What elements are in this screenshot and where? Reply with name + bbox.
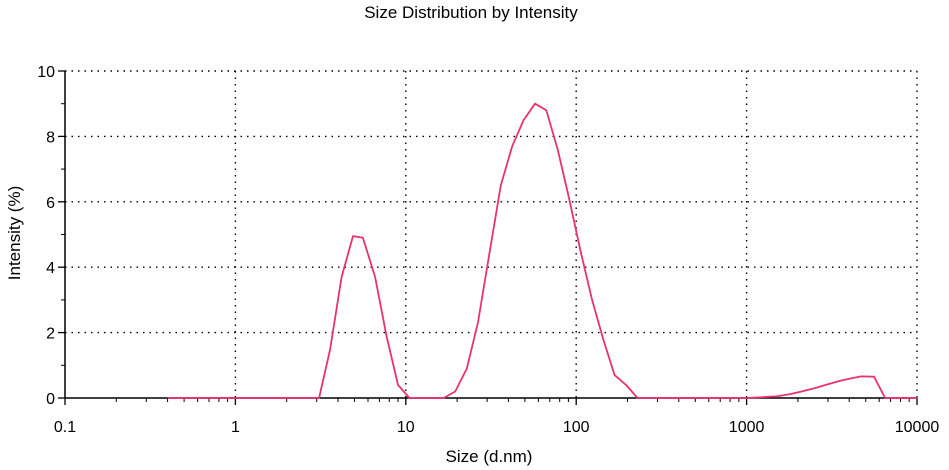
y-tick-label: 10 bbox=[37, 64, 55, 81]
y-axis-label: Intensity (%) bbox=[5, 186, 24, 280]
y-tick-label: 8 bbox=[46, 129, 55, 146]
x-ticks: 0.1 1 10 100 1000 10000 bbox=[54, 398, 939, 436]
chart-title: Size Distribution by Intensity bbox=[364, 3, 578, 22]
series-group bbox=[167, 102, 917, 399]
gridlines bbox=[65, 70, 918, 398]
y-tick-label: 4 bbox=[46, 260, 55, 277]
y-tick-label: 2 bbox=[46, 326, 55, 343]
series-line bbox=[167, 102, 917, 399]
x-tick-label: 0.1 bbox=[54, 419, 76, 436]
y-tick-label: 6 bbox=[46, 195, 55, 212]
x-tick-label: 10 bbox=[397, 419, 415, 436]
x-tick-label: 100 bbox=[563, 419, 590, 436]
x-tick-label: 1 bbox=[231, 419, 240, 436]
y-ticks: 0 2 4 6 8 10 bbox=[37, 64, 65, 408]
y-tick-label: 0 bbox=[46, 391, 55, 408]
x-tick-label: 10000 bbox=[895, 419, 940, 436]
x-tick-label: 1000 bbox=[729, 419, 765, 436]
x-axis-label: Size (d.nm) bbox=[446, 447, 533, 466]
axes bbox=[64, 71, 917, 399]
